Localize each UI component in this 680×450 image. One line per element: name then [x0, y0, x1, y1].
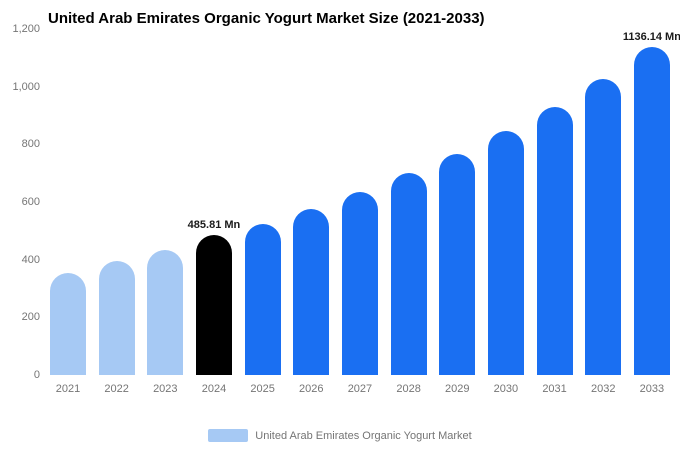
bar-2024[interactable] — [195, 234, 232, 375]
y-tick-label: 1,000 — [12, 80, 40, 93]
bar-2030[interactable] — [487, 131, 524, 375]
x-tick-label-2022: 2022 — [104, 383, 129, 395]
y-tick-label: 0 — [33, 369, 40, 381]
x-tick-label-2021: 2021 — [55, 383, 81, 395]
x-tick-label-2024: 2024 — [201, 383, 227, 395]
x-tick-label-2030: 2030 — [493, 383, 519, 395]
bar-slot-2031 — [533, 29, 577, 375]
x-tick-label-2026: 2026 — [299, 383, 324, 395]
bar-slot-2023 — [143, 29, 187, 375]
y-tick-label: 200 — [21, 311, 40, 324]
chart-title: United Arab Emirates Organic Yogurt Mark… — [48, 10, 485, 27]
bar-slot-2021 — [46, 29, 90, 375]
legend-label: United Arab Emirates Organic Yogurt Mark… — [255, 429, 472, 442]
bar-2026[interactable] — [293, 209, 330, 375]
x-tick-label-2028: 2028 — [396, 383, 421, 395]
legend-swatch-icon — [208, 429, 249, 442]
x-tick-label-2033: 2033 — [639, 383, 665, 395]
y-tick-label: 1,200 — [12, 23, 40, 35]
bar-value-label-2024: 485.81 Mn — [187, 218, 241, 231]
bar-2025[interactable] — [244, 223, 281, 375]
bar-slot-2024: 485.81 Mn — [188, 29, 240, 375]
bar-slot-2026 — [289, 29, 333, 375]
x-tick-label-2029: 2029 — [445, 383, 470, 395]
bar-series: 485.81 Mn 1136.14 Mn — [46, 29, 680, 375]
x-tick-label-2031: 2031 — [542, 383, 567, 395]
bar-slot-2029 — [435, 29, 479, 375]
y-tick-label: 800 — [21, 138, 40, 151]
bar-slot-2033: 1136.14 Mn — [623, 29, 680, 375]
bar-2022[interactable] — [98, 261, 135, 375]
bar-slot-2032 — [581, 29, 625, 375]
x-tick-label-2023: 2023 — [153, 383, 178, 395]
y-tick-label: 600 — [21, 196, 40, 208]
x-axis: 2021 2022 2023 2024 2025 2026 2027 2028 2029 2030… — [46, 383, 674, 395]
bar-2028[interactable] — [390, 173, 427, 375]
plot-area: 1,200 1,000 800 600 400 200 0 485.81 Mn 1136.14… — [12, 23, 680, 381]
bar-slot-2028 — [387, 29, 431, 375]
legend-item[interactable]: United Arab Emirates Organic Yogurt Mark… — [0, 429, 680, 442]
bar-slot-2030 — [484, 29, 528, 375]
x-tick-label-2027: 2027 — [347, 383, 373, 395]
y-axis: 1,200 1,000 800 600 400 200 0 — [0, 23, 40, 381]
bar-2029[interactable] — [439, 154, 476, 375]
bar-2023[interactable] — [147, 249, 184, 375]
bar-slot-2027 — [338, 29, 382, 375]
bar-slot-2022 — [95, 29, 139, 375]
bar-2031[interactable] — [536, 106, 573, 375]
bar-slot-2025 — [241, 29, 285, 375]
bar-2033[interactable] — [633, 47, 670, 375]
bar-2027[interactable] — [341, 191, 378, 375]
y-tick-label: 400 — [21, 253, 40, 266]
x-tick-label-2025: 2025 — [250, 383, 275, 395]
bar-value-label-2033: 1136.14 Mn — [622, 31, 680, 44]
bar-2032[interactable] — [585, 79, 622, 375]
x-tick-label-2032: 2032 — [590, 383, 616, 395]
bar-2021[interactable] — [50, 272, 86, 375]
